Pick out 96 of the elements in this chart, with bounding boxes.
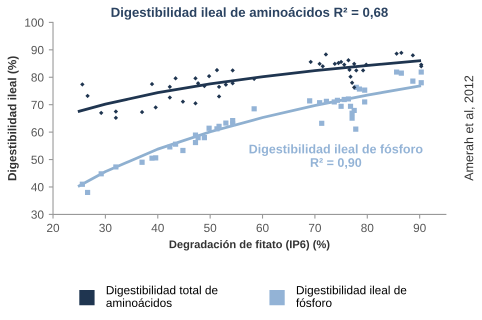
- point: [168, 95, 172, 100]
- point: [324, 98, 330, 104]
- point: [332, 62, 338, 66]
- point: [348, 104, 354, 109]
- point: [362, 99, 368, 105]
- point: [114, 109, 118, 114]
- y-tick-label: 50: [31, 156, 44, 164]
- point: [193, 101, 198, 106]
- point: [85, 94, 90, 98]
- point: [196, 81, 200, 86]
- point: [202, 135, 207, 140]
- point: [140, 110, 144, 114]
- point: [180, 99, 186, 104]
- point: [418, 69, 424, 75]
- line-series: [78, 59, 422, 113]
- annotation: Digestibilidad ileal de fósforo R² = 0,90: [250, 144, 423, 169]
- y-tick-label: 70: [31, 100, 44, 110]
- point: [216, 94, 222, 99]
- point: [348, 74, 353, 79]
- point: [193, 76, 198, 81]
- point: [98, 171, 104, 176]
- x-tick-label: 30: [99, 224, 112, 232]
- x-tick-label: 40: [151, 224, 164, 232]
- point: [352, 108, 357, 114]
- point: [153, 105, 158, 110]
- point: [192, 140, 198, 146]
- point: [317, 62, 322, 66]
- point: [317, 100, 322, 106]
- y-tick-label: 80: [31, 73, 44, 82]
- point: [230, 118, 236, 124]
- point: [399, 50, 404, 56]
- y-tick-label: 30: [31, 210, 44, 219]
- point: [307, 98, 312, 104]
- point: [324, 52, 328, 57]
- point: [153, 155, 158, 160]
- point: [230, 68, 235, 73]
- point: [418, 80, 424, 86]
- point: [214, 68, 220, 72]
- y-tick-label: 60: [31, 128, 44, 137]
- point: [84, 190, 90, 196]
- point: [223, 120, 228, 126]
- point: [334, 98, 340, 103]
- point: [114, 116, 118, 120]
- point: [173, 76, 178, 81]
- point: [216, 124, 222, 129]
- point: [216, 84, 222, 90]
- y-tick-label: 90: [31, 46, 44, 54]
- point: [206, 74, 212, 78]
- point: [360, 68, 366, 73]
- point: [172, 142, 178, 147]
- text: Amerah et al, 2012: [464, 76, 475, 181]
- chart-title: Digestibilidad ileal de aminoácidos R² = 0,68: [112, 7, 388, 20]
- point: [353, 126, 358, 132]
- point: [80, 182, 85, 187]
- point: [113, 164, 118, 170]
- x-tick-label: 80: [361, 224, 374, 232]
- legend-label: Digestibilidad ileal de fósforo: [296, 286, 406, 308]
- point: [410, 53, 416, 58]
- point: [150, 82, 154, 86]
- point: [410, 78, 416, 84]
- point: [354, 68, 358, 73]
- point: [320, 64, 325, 68]
- point: [350, 80, 354, 85]
- point: [252, 106, 257, 112]
- point: [346, 96, 352, 102]
- point: [398, 70, 404, 76]
- point: [336, 60, 341, 66]
- point: [99, 110, 104, 116]
- point: [206, 126, 212, 131]
- legend-label: Digestibilidad total de aminoácidos: [106, 286, 218, 308]
- x-tick-label: 70: [308, 224, 322, 232]
- point: [308, 60, 313, 64]
- x-tick-label: 50: [204, 224, 216, 232]
- x-tick-label: 20: [47, 224, 60, 232]
- point: [168, 84, 172, 90]
- x-axis-title: Degradación de fitato (IP6) (%): [170, 240, 330, 250]
- point: [167, 144, 172, 150]
- x-tick-label: 90: [414, 224, 426, 232]
- point: [362, 88, 368, 93]
- point: [319, 120, 324, 126]
- point: [346, 58, 351, 62]
- y-tick-label: 40: [31, 183, 44, 192]
- y-tick-label: 100: [25, 18, 44, 27]
- point: [338, 104, 344, 109]
- point: [394, 51, 399, 56]
- y-axis-title: Digestibilidad ileal (%): [8, 56, 19, 180]
- point: [80, 82, 85, 87]
- point: [342, 62, 346, 67]
- point: [180, 148, 186, 154]
- point: [338, 60, 344, 64]
- point: [352, 85, 356, 90]
- point: [196, 135, 201, 140]
- point: [356, 86, 362, 92]
- point: [139, 160, 145, 165]
- point: [349, 116, 355, 121]
- x-tick-label: 60: [256, 224, 269, 232]
